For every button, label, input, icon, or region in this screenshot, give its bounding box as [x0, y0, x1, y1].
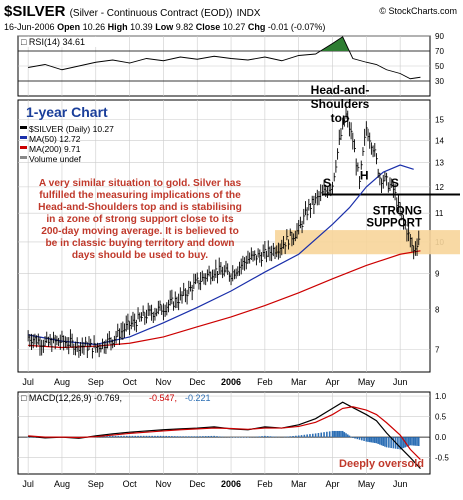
price-tick-label: 12 [435, 183, 444, 192]
exchange: INDX [236, 8, 261, 19]
price-tick-label: 11 [435, 209, 444, 218]
symbol: $SILVER [4, 3, 66, 20]
high-value: 10.39 [130, 22, 153, 32]
price-x-label: Mar [291, 377, 307, 387]
price-x-label: Aug [54, 377, 70, 387]
open-label: Open [57, 22, 81, 32]
rsi-tick-label: 90 [435, 32, 444, 41]
price-x-label: Feb [257, 377, 273, 387]
macd-x-label: Feb [257, 479, 273, 489]
price-x-label: 2006 [221, 377, 241, 387]
commentary-text: A very similar situation to gold. Silver… [38, 178, 242, 261]
macd-x-label: Oct [123, 479, 138, 489]
macd-x-label: May [358, 479, 376, 489]
head-label: H [360, 168, 369, 182]
price-tick-label: 9 [435, 270, 440, 279]
macd-x-label: Sep [88, 479, 104, 489]
macd-legend-entry: -0.221 [185, 393, 211, 403]
rsi-tick-label: 70 [435, 47, 444, 56]
price-legend-swatch [20, 146, 27, 149]
period-label: 1-year Chart [26, 104, 108, 120]
macd-x-label: Aug [54, 479, 70, 489]
quote-date: 16-Jun-2006 [4, 22, 55, 32]
macd-tick-label: 0.5 [435, 413, 447, 422]
price-x-label: May [358, 377, 376, 387]
macd-x-label: Jun [393, 479, 408, 489]
price-tick-label: 15 [435, 115, 444, 124]
chart-title: $SILVER (Silver - Continuous Contract (E… [4, 3, 260, 20]
rsi-legend: □ RSI(14) 34.61 [21, 37, 85, 47]
macd-tick-label: 1.0 [435, 392, 447, 401]
hs-title: Head-and-Shoulders top [311, 83, 370, 125]
close-label: Close [195, 22, 221, 32]
rsi-tick-label: 50 [435, 62, 444, 71]
price-tick-label: 14 [435, 136, 444, 145]
chg-value: -0.01 (-0.07%) [267, 22, 326, 32]
close-value: 10.27 [222, 22, 246, 32]
price-bars [27, 106, 421, 359]
macd-x-label: Jul [22, 479, 34, 489]
left-shoulder-label: S [323, 176, 331, 190]
price-tick-label: 7 [435, 346, 440, 355]
open-value: 10.26 [82, 22, 106, 32]
price-legend-entry: MA(200) 9.71 [29, 144, 81, 154]
high-label: High [107, 22, 128, 32]
macd-x-label: Dec [189, 479, 206, 489]
price-x-label: Sep [88, 377, 104, 387]
macd-histogram [27, 430, 420, 450]
price-x-label: Oct [123, 377, 138, 387]
price-legend-entry: $SILVER (Daily) 10.27 [29, 124, 114, 134]
price-legend-entry: MA(50) 12.72 [29, 134, 81, 144]
rsi-tick-label: 30 [435, 77, 444, 86]
macd-x-label: Mar [291, 479, 307, 489]
price-legend-swatch [20, 136, 27, 139]
brand-label: © StockCharts.com [379, 6, 457, 16]
rsi-line [28, 36, 421, 80]
macd-legend-entry: □ MACD(12,26,9) -0.769, [21, 393, 122, 403]
macd-x-label: Apr [326, 479, 340, 489]
price-x-label: Apr [326, 377, 340, 387]
low-label: Low [155, 22, 174, 32]
contract-name: (Silver - Continuous Contract (EOD)) [69, 8, 233, 19]
macd-signal-line [28, 406, 421, 460]
macd-tick-label: 0.0 [435, 433, 447, 442]
price-legend-swatch [20, 156, 27, 159]
macd-panel [17, 391, 431, 475]
macd-x-label: 2006 [221, 479, 241, 489]
macd-legend-entry: -0.547, [149, 393, 177, 403]
rsi-overbought-fill [28, 36, 421, 51]
right-shoulder-label: S [391, 176, 399, 190]
support-zone [275, 230, 460, 255]
price-x-label: Nov [155, 377, 172, 387]
macd-tick-label: -0.5 [435, 454, 449, 463]
price-x-label: Jun [393, 377, 408, 387]
price-x-label: Dec [189, 377, 206, 387]
price-x-label: Jul [22, 377, 34, 387]
quote-line: 16-Jun-2006 Open 10.26 High 10.39 Low 9.… [4, 22, 325, 32]
support-label: STRONG SUPPORT [366, 206, 422, 230]
price-legend-entry: Volume undef [29, 154, 82, 164]
price-tick-label: 13 [435, 159, 444, 168]
price-legend-swatch [20, 126, 27, 129]
macd-x-label: Nov [155, 479, 172, 489]
chg-label: Chg [247, 22, 266, 32]
rsi-legend-bg [19, 37, 97, 47]
oversold-label: Deeply oversold [339, 458, 424, 470]
low-value: 9.82 [175, 22, 194, 32]
ma50-line [28, 164, 414, 346]
price-tick-label: 8 [435, 305, 440, 314]
